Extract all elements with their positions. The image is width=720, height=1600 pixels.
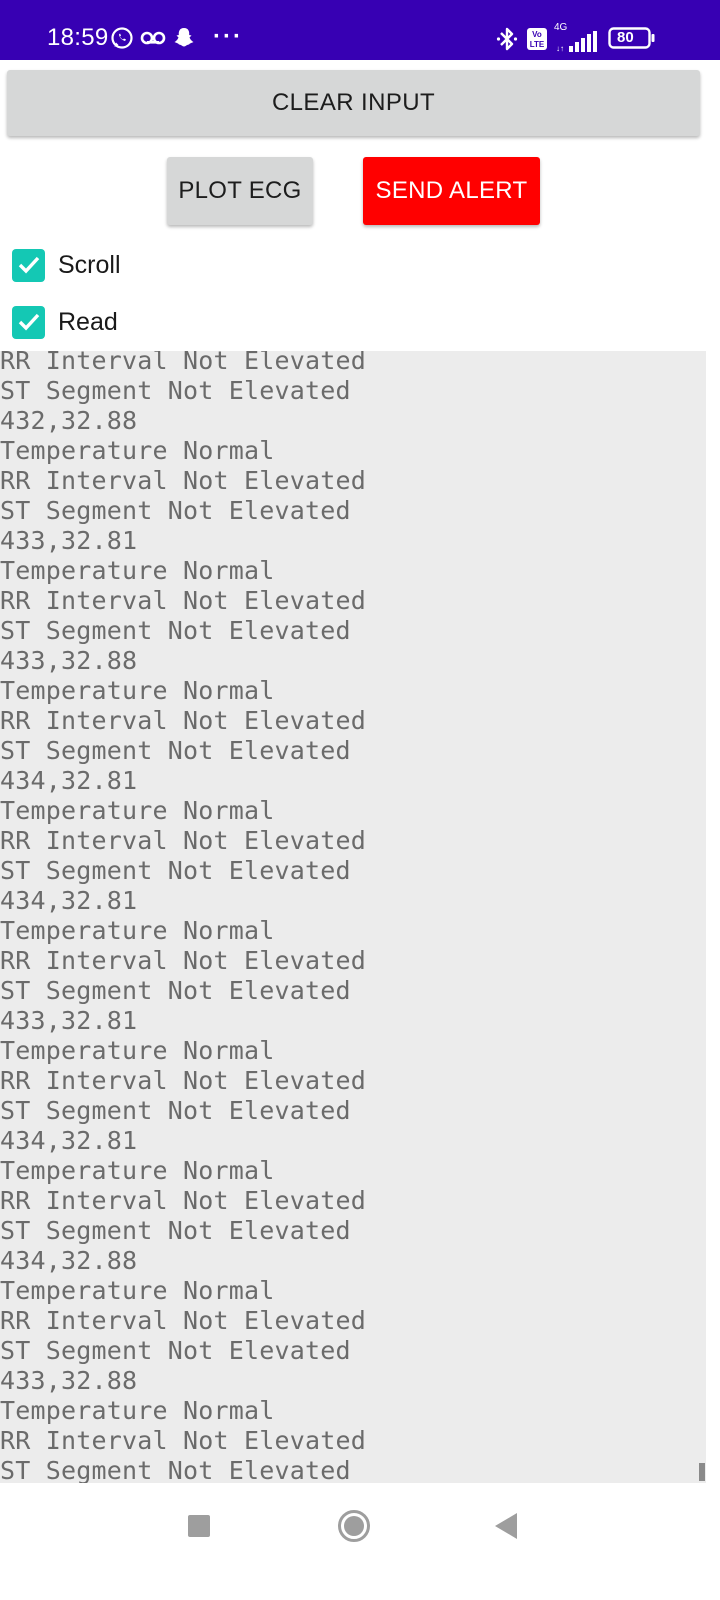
svg-text:LTE: LTE <box>530 40 545 49</box>
console-line: ST Segment Not Elevated <box>0 1336 351 1365</box>
console-line: ST Segment Not Elevated <box>0 1216 351 1245</box>
console-line: RR Interval Not Elevated <box>0 826 367 855</box>
console-line: Temperature Normal <box>0 556 275 585</box>
console-line: RR Interval Not Elevated <box>0 1426 367 1455</box>
console-line: RR Interval Not Elevated <box>0 466 367 495</box>
bluetooth-icon <box>496 25 518 58</box>
console-line: 434,32.81 <box>0 886 138 915</box>
more-icon: ··· <box>213 23 243 50</box>
battery-icon: 80 <box>608 27 655 49</box>
console-scrollbar-thumb[interactable] <box>699 1463 705 1481</box>
console-line: RR Interval Not Elevated <box>0 1066 367 1095</box>
status-system-icons: Vo LTE 4G ↓↑ 80 <box>496 22 666 58</box>
scroll-checkbox[interactable] <box>12 248 45 282</box>
volte-icon: Vo LTE <box>526 27 548 56</box>
console-right-gutter <box>706 351 720 1483</box>
checkmark-icon <box>18 313 39 331</box>
navigation-bar <box>0 1483 720 1600</box>
back-triangle-icon[interactable] <box>495 1513 517 1544</box>
console-line: ST Segment Not Elevated <box>0 1096 351 1125</box>
serial-output-console[interactable]: RR Interval Not Elevated ST Segment Not E… <box>0 351 706 1483</box>
scroll-checkbox-label: Scroll <box>58 250 121 279</box>
console-line: ST Segment Not Elevated <box>0 1456 351 1483</box>
console-line: 433,32.81 <box>0 1006 138 1035</box>
svg-text:↓↑: ↓↑ <box>556 44 564 53</box>
console-line: RR Interval Not Elevated <box>0 1306 367 1335</box>
svg-text:Vo: Vo <box>532 30 542 39</box>
battery-level: 80 <box>617 29 634 46</box>
console-line: Temperature Normal <box>0 1156 275 1185</box>
console-line: 432,32.88 <box>0 406 138 435</box>
console-line: Temperature Normal <box>0 916 275 945</box>
console-line: RR Interval Not Elevated <box>0 351 367 375</box>
console-line: RR Interval Not Elevated <box>0 586 367 615</box>
whatsapp-icon <box>110 26 134 55</box>
read-checkbox-row[interactable]: Read <box>12 305 118 339</box>
checkmark-icon <box>18 256 39 274</box>
status-time: 18:59 <box>47 24 109 51</box>
send-alert-button[interactable]: SEND ALERT <box>363 157 540 225</box>
console-lines: RR Interval Not Elevated ST Segment Not E… <box>0 351 366 1483</box>
home-circle-icon[interactable] <box>337 1509 371 1548</box>
console-line: 433,32.81 <box>0 526 138 555</box>
console-line: Temperature Normal <box>0 436 275 465</box>
clear-input-button[interactable]: CLEAR INPUT <box>7 70 700 136</box>
console-line: ST Segment Not Elevated <box>0 616 351 645</box>
console-line: RR Interval Not Elevated <box>0 1186 367 1215</box>
console-line: Temperature Normal <box>0 676 275 705</box>
read-checkbox[interactable] <box>12 305 45 339</box>
console-line: Temperature Normal <box>0 1036 275 1065</box>
console-line: Temperature Normal <box>0 1276 275 1305</box>
console-line: ST Segment Not Elevated <box>0 496 351 525</box>
signal-icon: ↓↑ <box>556 31 600 58</box>
console-line: Temperature Normal <box>0 1396 275 1425</box>
recents-square-icon[interactable] <box>188 1515 210 1542</box>
voicemail-icon <box>140 28 166 53</box>
console-line: 434,32.81 <box>0 1126 138 1155</box>
console-line: ST Segment Not Elevated <box>0 976 351 1005</box>
plot-ecg-button[interactable]: PLOT ECG <box>167 157 313 225</box>
console-line: 433,32.88 <box>0 1366 138 1395</box>
network-type-label: 4G <box>554 22 568 33</box>
read-checkbox-label: Read <box>58 307 118 336</box>
status-bar: 18:59 ··· <box>0 0 720 60</box>
console-line: Temperature Normal <box>0 796 275 825</box>
snapchat-icon <box>172 26 196 55</box>
scroll-checkbox-row[interactable]: Scroll <box>12 248 121 282</box>
console-line: ST Segment Not Elevated <box>0 376 351 405</box>
console-line: ST Segment Not Elevated <box>0 736 351 765</box>
console-line: 434,32.88 <box>0 1246 138 1275</box>
console-line: RR Interval Not Elevated <box>0 706 367 735</box>
console-line: RR Interval Not Elevated <box>0 946 367 975</box>
console-line: 434,32.81 <box>0 766 138 795</box>
console-line: ST Segment Not Elevated <box>0 856 351 885</box>
console-line: 433,32.88 <box>0 646 138 675</box>
